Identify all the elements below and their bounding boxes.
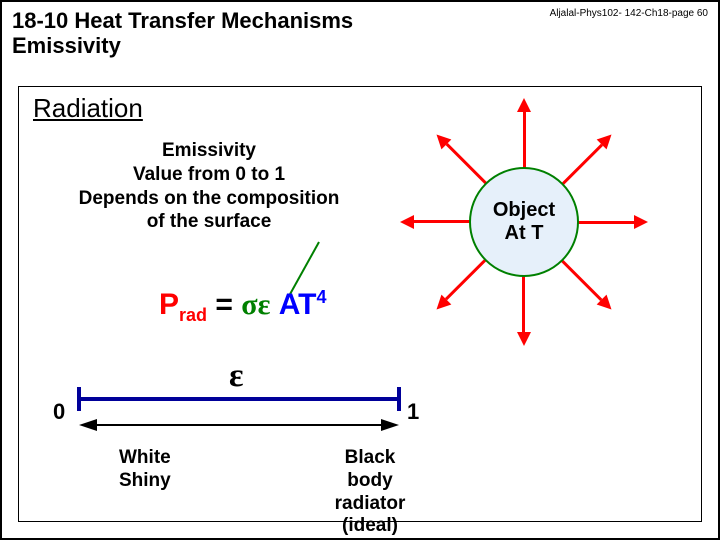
formula-sigma: σ bbox=[241, 288, 257, 321]
section-title: Radiation bbox=[33, 93, 143, 124]
formula-epsilon: ε bbox=[258, 288, 271, 321]
desc-line-4: of the surface bbox=[49, 210, 369, 234]
page-identifier: Aljalal-Phys102- 142-Ch18-page 60 bbox=[550, 8, 708, 19]
desc-line-3: Depends on the composition bbox=[49, 187, 369, 211]
object-circle: Object At T bbox=[469, 167, 579, 277]
title-line-1: 18-10 Heat Transfer Mechanisms bbox=[12, 8, 353, 33]
desc-line-1: Emissivity bbox=[49, 139, 369, 163]
formula-AT4: AT4 bbox=[279, 288, 327, 321]
scale-left-label: White Shiny bbox=[119, 447, 171, 493]
scale-axis bbox=[69, 385, 409, 441]
scale-zero-label: 0 bbox=[53, 399, 65, 425]
formula-equals: = bbox=[207, 288, 241, 321]
emissivity-description: Emissivity Value from 0 to 1 Depends on … bbox=[49, 139, 369, 234]
object-label-1: Object bbox=[493, 199, 555, 222]
slide-title: 18-10 Heat Transfer Mechanisms Emissivit… bbox=[12, 8, 353, 59]
title-line-2: Emissivity bbox=[12, 33, 353, 58]
radiation-formula: Prad = σε AT4 bbox=[159, 287, 327, 326]
scale-right-label: Black body radiator (ideal) bbox=[321, 447, 419, 538]
formula-P: Prad bbox=[159, 288, 207, 321]
object-label-2: At T bbox=[493, 222, 555, 245]
scale-one-label: 1 bbox=[407, 399, 419, 425]
desc-line-2: Value from 0 to 1 bbox=[49, 163, 369, 187]
content-box: Radiation Emissivity Value from 0 to 1 D… bbox=[18, 86, 702, 522]
